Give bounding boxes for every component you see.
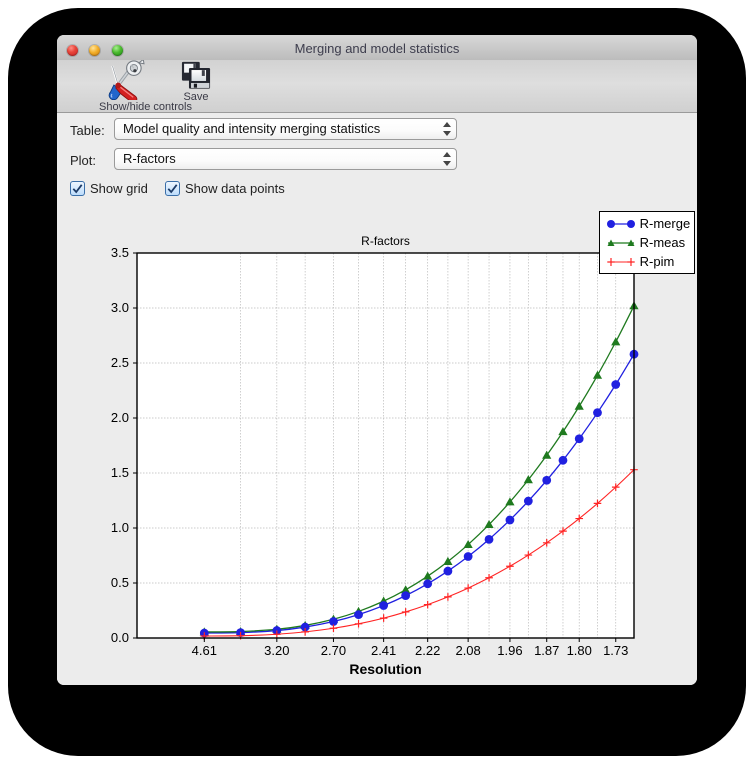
svg-text:4.61: 4.61 bbox=[192, 643, 217, 658]
svg-text:1.5: 1.5 bbox=[111, 465, 129, 480]
svg-text:1.73: 1.73 bbox=[603, 643, 628, 658]
svg-text:1.80: 1.80 bbox=[567, 643, 592, 658]
svg-text:2.70: 2.70 bbox=[321, 643, 346, 658]
svg-text:Resolution: Resolution bbox=[349, 661, 421, 677]
svg-text:2.08: 2.08 bbox=[455, 643, 480, 658]
svg-text:3.20: 3.20 bbox=[264, 643, 289, 658]
svg-text:0.5: 0.5 bbox=[111, 575, 129, 590]
svg-text:2.41: 2.41 bbox=[371, 643, 396, 658]
svg-text:3.5: 3.5 bbox=[111, 245, 129, 260]
svg-text:0.0: 0.0 bbox=[111, 630, 129, 645]
svg-text:1.0: 1.0 bbox=[111, 520, 129, 535]
svg-text:R-factors: R-factors bbox=[361, 234, 410, 248]
svg-text:1.87: 1.87 bbox=[534, 643, 559, 658]
svg-text:2.0: 2.0 bbox=[111, 410, 129, 425]
svg-text:2.5: 2.5 bbox=[111, 355, 129, 370]
svg-text:3.0: 3.0 bbox=[111, 300, 129, 315]
svg-text:1.96: 1.96 bbox=[497, 643, 522, 658]
svg-text:2.22: 2.22 bbox=[415, 643, 440, 658]
